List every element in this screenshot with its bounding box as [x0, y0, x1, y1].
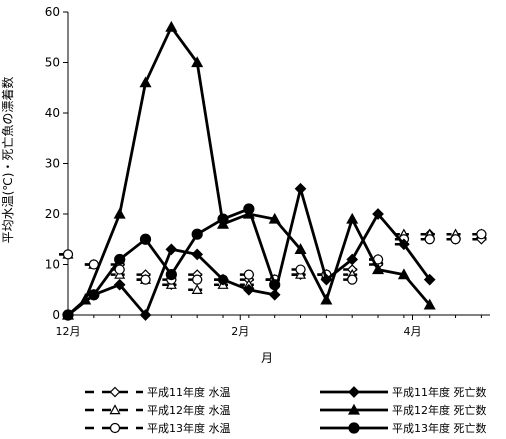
y-tick-label: 0: [52, 308, 60, 322]
data-point: [269, 279, 281, 291]
x-axis-title: 月: [261, 351, 273, 365]
data-point: [139, 76, 152, 88]
legend-label: 平成13年度 死亡数: [392, 421, 487, 435]
x-tick-label: 2月: [231, 325, 249, 338]
axes: 0 10 20 30 40 50 60 12月 2月 4月: [45, 5, 490, 338]
data-point: [424, 234, 435, 245]
data-point: [191, 284, 203, 294]
data-point: [192, 274, 203, 285]
data-point: [109, 404, 121, 415]
data-point: [113, 207, 126, 219]
data-point: [372, 263, 385, 275]
data-point: [217, 273, 229, 286]
legend-item: 平成11年度 死亡数: [320, 385, 487, 399]
x-tick-label: 4月: [403, 325, 421, 338]
legend-item: 平成12年度 死亡数: [320, 403, 487, 417]
data-point: [450, 234, 461, 245]
data-point: [243, 269, 254, 280]
legend-label: 平成11年度 死亡数: [392, 385, 487, 399]
data-point: [268, 212, 281, 224]
y-axis-title: 平均水温(℃)・死亡魚の漂着数: [0, 77, 15, 244]
legend-item: 平成11年度 水温: [85, 385, 231, 399]
data-point: [114, 264, 125, 275]
data-point: [397, 268, 410, 280]
y-tick-label: 30: [45, 157, 60, 171]
data-point: [268, 288, 281, 301]
data-point: [347, 403, 361, 415]
data-point: [139, 233, 152, 245]
data-point: [348, 422, 360, 434]
y-tick-label: 20: [45, 207, 60, 221]
data-point: [346, 212, 359, 224]
data-point: [140, 274, 151, 285]
data-point: [109, 386, 121, 398]
data-point: [346, 253, 359, 266]
data-point: [423, 273, 436, 286]
y-tick-label: 50: [45, 56, 60, 70]
data-point: [191, 248, 204, 261]
data-point: [348, 386, 360, 398]
data-point: [476, 229, 487, 240]
data-point: [243, 203, 255, 215]
data-point: [320, 293, 333, 305]
data-point: [165, 243, 178, 256]
series: [62, 203, 281, 321]
legend-item: 平成13年度 水温: [85, 421, 231, 435]
data-point: [295, 264, 306, 275]
y-tick-label: 60: [45, 5, 60, 19]
data-point: [139, 309, 152, 321]
data-point: [294, 182, 307, 195]
y-tick-label: 10: [45, 258, 60, 272]
data-point: [62, 249, 74, 260]
legend-label: 平成12年度 水温: [147, 403, 231, 417]
data-point: [191, 56, 204, 68]
data-point: [294, 243, 307, 254]
data-point: [347, 274, 358, 285]
data-point: [191, 228, 203, 240]
y-tick-label: 40: [45, 106, 60, 120]
x-tick-label: 12月: [56, 325, 81, 338]
data-point: [165, 269, 177, 281]
legend-item: 平成12年度 水温: [85, 403, 231, 417]
data-point: [398, 238, 410, 251]
data-point: [62, 309, 74, 321]
data-point: [109, 422, 121, 434]
data-point: [243, 283, 255, 296]
data-point: [88, 289, 100, 301]
legend-label: 平成12年度 死亡数: [392, 403, 487, 417]
data-point: [423, 298, 436, 310]
data-point: [165, 20, 178, 32]
data-point: [114, 253, 126, 266]
legend-item: 平成13年度 死亡数: [320, 421, 487, 435]
legend-label: 平成11年度 水温: [147, 385, 231, 399]
data-point: [217, 213, 229, 225]
data-point: [113, 278, 126, 291]
series-layer: [59, 20, 491, 321]
legend-label: 平成13年度 水温: [147, 421, 231, 435]
data-point: [372, 208, 384, 220]
data-point: [320, 273, 333, 286]
